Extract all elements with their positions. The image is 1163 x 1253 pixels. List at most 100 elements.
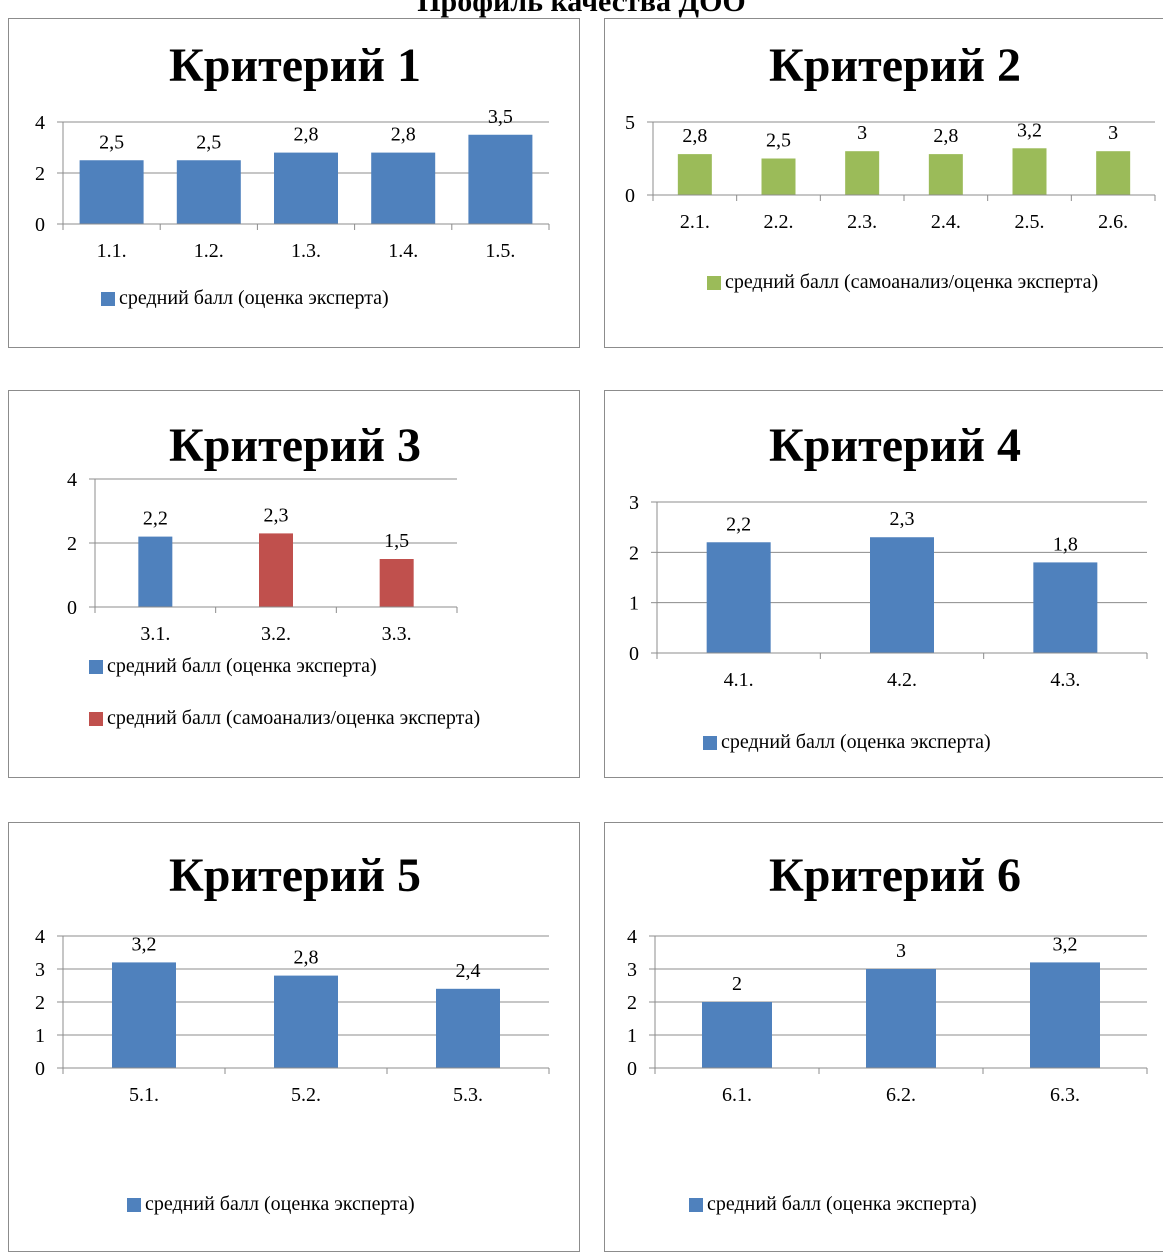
- legend-item: средний балл (самоанализ/оценка эксперта…: [707, 269, 1107, 295]
- y-tick-label: 1: [35, 1025, 45, 1047]
- legend-label: средний балл (самоанализ/оценка эксперта…: [107, 707, 481, 729]
- chart-criterion-6: Критерий 6 0 1 2 3 4 2 6.1. 3 6.2. 3,2 6.3. средний …: [604, 822, 1163, 1252]
- legend: средний балл (самоанализ/оценка эксперта…: [89, 705, 529, 743]
- x-tick-label: 2.5.: [1015, 211, 1045, 233]
- data-label: 2,5: [99, 131, 124, 153]
- bar: [371, 152, 436, 224]
- data-label: 3,5: [488, 106, 513, 128]
- chart-title: Критерий 1: [169, 39, 421, 92]
- legend-item: средний балл (оценка эксперта): [127, 1191, 567, 1217]
- y-tick-label: 0: [625, 185, 635, 207]
- legend: средний балл (оценка эксперта): [689, 1191, 1129, 1229]
- legend-label: средний балл (оценка эксперта): [707, 1193, 977, 1215]
- bar: [1096, 151, 1131, 195]
- chart-title: Критерий 2: [769, 39, 1021, 92]
- bar: [677, 154, 712, 195]
- y-tick-label: 4: [67, 469, 77, 491]
- data-label: 2,8: [933, 125, 958, 147]
- x-tick-label: 3.3.: [382, 623, 412, 645]
- data-label: 1,5: [384, 530, 409, 552]
- legend-swatch: [89, 712, 103, 726]
- x-tick-label: 6.3.: [1050, 1084, 1080, 1106]
- bar: [761, 158, 796, 195]
- bar: [866, 969, 936, 1068]
- y-tick-label: 4: [35, 112, 45, 134]
- data-label: 3,2: [132, 933, 157, 955]
- data-label: 2,3: [890, 508, 915, 530]
- bar: [436, 988, 500, 1068]
- bar: [702, 1002, 772, 1068]
- legend: средний балл (оценка эксперта): [101, 285, 561, 323]
- bar: [274, 152, 338, 224]
- chart-title: Критерий 4: [769, 419, 1021, 472]
- data-label: 2,8: [391, 124, 416, 146]
- legend-swatch: [703, 736, 717, 750]
- legend-item: средний балл (самоанализ/оценка эксперта…: [89, 705, 529, 731]
- legend-swatch: [689, 1198, 703, 1212]
- data-label: 3: [1108, 122, 1118, 144]
- page-title: Профиль качества ДОО: [417, 0, 746, 18]
- data-label: 2,8: [294, 947, 319, 969]
- y-tick-label: 5: [625, 112, 635, 134]
- chart-svg: Критерий 2 0 5 2,8 2.1. 2,5 2.2. 3 2.3. 2,8 2.4. 3,…: [625, 39, 1156, 233]
- chart-title: Критерий 5: [169, 849, 421, 902]
- bar: [379, 559, 414, 607]
- data-label: 2,2: [143, 508, 168, 530]
- x-tick-label: 1.4.: [388, 240, 418, 262]
- x-tick-label: 2.2.: [764, 211, 794, 233]
- x-tick-label: 1.1.: [97, 240, 127, 262]
- legend-item: средний балл (оценка эксперта): [89, 653, 529, 679]
- y-tick-label: 2: [67, 533, 77, 555]
- chart-title: Критерий 3: [169, 419, 421, 472]
- y-tick-label: 1: [627, 1025, 637, 1047]
- x-tick-label: 5.3.: [453, 1084, 483, 1106]
- data-label: 3,2: [1053, 933, 1078, 955]
- chart-criterion-2: Критерий 2 0 5 2,8 2.1. 2,5 2.2. 3 2.3. 2,8 2.4. 3,…: [604, 18, 1163, 348]
- legend-label: средний балл (оценка эксперта): [721, 731, 991, 753]
- data-label: 2,8: [294, 124, 319, 146]
- data-label: 2,5: [196, 131, 221, 153]
- legend-swatch: [89, 660, 103, 674]
- legend-item: средний балл (оценка эксперта): [703, 729, 1143, 755]
- bar: [112, 962, 176, 1068]
- x-tick-label: 2.6.: [1098, 211, 1128, 233]
- x-tick-label: 5.2.: [291, 1084, 321, 1106]
- bar: [1033, 562, 1098, 653]
- y-tick-label: 2: [35, 992, 45, 1014]
- legend-label: средний балл (оценка эксперта): [145, 1193, 415, 1215]
- legend: средний балл (самоанализ/оценка эксперта…: [707, 269, 1107, 307]
- x-tick-label: 2.1.: [680, 211, 710, 233]
- bar: [928, 154, 963, 195]
- x-tick-label: 2.3.: [847, 211, 877, 233]
- bar: [1012, 148, 1047, 195]
- x-tick-label: 5.1.: [129, 1084, 159, 1106]
- legend: средний балл (оценка эксперта): [89, 653, 529, 691]
- x-tick-label: 6.2.: [886, 1084, 916, 1106]
- chart-criterion-1: Критерий 1 0 2 4 2,5 1.1. 2,5 1.2. 2,8 1.3. 2,8 1.4…: [8, 18, 580, 348]
- y-tick-label: 2: [629, 542, 639, 564]
- data-label: 3: [896, 940, 906, 962]
- y-tick-label: 0: [629, 643, 639, 665]
- y-tick-label: 4: [627, 926, 637, 948]
- data-label: 2,2: [726, 513, 751, 535]
- bar: [274, 975, 338, 1068]
- bar: [138, 536, 173, 607]
- data-label: 2,8: [682, 125, 707, 147]
- y-tick-label: 0: [627, 1058, 637, 1080]
- data-label: 2: [732, 973, 742, 995]
- legend-item: средний балл (оценка эксперта): [101, 285, 561, 311]
- chart-title: Критерий 6: [769, 849, 1021, 902]
- bar: [845, 151, 880, 195]
- data-label: 3,2: [1017, 119, 1042, 141]
- y-tick-label: 2: [35, 163, 45, 185]
- chart-criterion-3: Критерий 3 0 2 4 2,2 3.1. 2,3 3.2. 1,5 3.3. средни…: [8, 390, 580, 778]
- x-tick-label: 3.2.: [261, 623, 291, 645]
- legend-label: средний балл (самоанализ/оценка эксперта…: [725, 271, 1099, 293]
- x-tick-label: 1.2.: [194, 240, 224, 262]
- y-tick-label: 3: [35, 959, 45, 981]
- bar: [706, 542, 771, 653]
- x-tick-label: 4.1.: [724, 669, 754, 691]
- x-tick-label: 4.3.: [1050, 669, 1080, 691]
- legend-swatch: [101, 292, 115, 306]
- data-label: 3: [857, 122, 867, 144]
